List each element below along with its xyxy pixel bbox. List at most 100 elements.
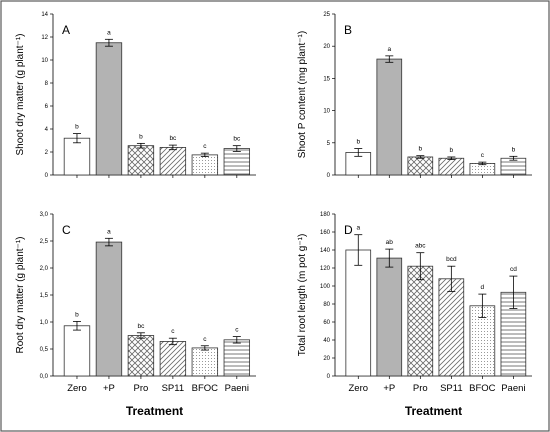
significance-letter: c (481, 152, 485, 159)
significance-letter: a (107, 29, 111, 36)
x-axis-label: Treatment (126, 404, 183, 418)
bar (407, 156, 434, 176)
bar (438, 157, 465, 176)
y-tick-label: 2,0 (40, 266, 49, 272)
x-tick-label: Pro (413, 383, 428, 394)
significance-letter: a (107, 228, 111, 235)
y-tick-label: 25 (323, 12, 330, 18)
x-tick-label: Pro (134, 383, 149, 394)
bar (127, 145, 155, 176)
y-tick-label: 15 (323, 76, 330, 82)
x-axis-label: Treatment (405, 404, 462, 418)
y-tick-label: 2,5 (40, 239, 49, 245)
y-tick-label: 1,0 (40, 320, 49, 326)
significance-letter: d (481, 284, 485, 291)
y-axis-label: Shoot dry matter (g plant⁻¹) (15, 34, 26, 156)
bar (376, 58, 403, 176)
y-tick-label: 20 (323, 356, 330, 362)
bar (159, 146, 187, 176)
y-tick-label: 0,0 (40, 374, 49, 380)
x-tick-label: BFOC (469, 383, 496, 394)
bar (63, 325, 91, 377)
significance-letter: b (419, 146, 423, 153)
significance-letter: abc (415, 243, 426, 250)
y-tick-label: 80 (323, 302, 330, 308)
significance-letter: bc (169, 135, 177, 142)
y-tick-label: 6 (45, 104, 49, 110)
bar (223, 339, 251, 377)
significance-letter: a (387, 46, 391, 53)
panel-letter: B (344, 23, 352, 37)
y-axis-label: Total root length (m pot g⁻¹) (297, 234, 308, 357)
y-tick-label: 60 (323, 320, 330, 326)
significance-letter: b (75, 311, 79, 318)
y-tick-label: 10 (323, 109, 330, 115)
x-tick-label: Paeni (501, 383, 525, 394)
bar (127, 335, 155, 377)
significance-letter: ab (386, 239, 394, 246)
y-tick-label: 0 (327, 374, 331, 380)
bar (63, 137, 91, 176)
bar (223, 148, 251, 176)
significance-letter: b (356, 139, 360, 146)
bar (438, 278, 465, 377)
y-tick-label: 8 (45, 81, 49, 87)
x-tick-label: Zero (348, 383, 368, 394)
y-tick-label: 5 (327, 141, 331, 147)
x-tick-label: +P (383, 383, 395, 394)
significance-letter: c (203, 336, 207, 343)
significance-letter: bc (137, 323, 145, 330)
x-tick-label: +P (103, 383, 115, 394)
x-tick-label: SP11 (440, 383, 463, 394)
x-tick-label: BFOC (192, 383, 219, 394)
significance-letter: a (356, 225, 360, 232)
y-tick-label: 4 (45, 127, 49, 133)
significance-letter: bcd (446, 256, 457, 263)
panel-letter: C (62, 223, 71, 237)
y-tick-label: 0 (45, 173, 49, 179)
y-tick-label: 3,0 (40, 212, 49, 218)
significance-letter: b (139, 133, 143, 140)
bar (95, 42, 123, 176)
significance-letter: b (75, 124, 79, 131)
x-tick-label: SP11 (162, 383, 185, 394)
bar (191, 154, 219, 176)
panel-letter: D (344, 223, 353, 237)
y-tick-label: 140 (320, 248, 331, 254)
y-axis-label: Shoot P content (mg plant⁻¹) (297, 31, 308, 158)
panel-letter: A (62, 23, 70, 37)
bar (376, 257, 403, 377)
significance-letter: c (203, 143, 207, 150)
significance-letter: bc (233, 136, 241, 143)
significance-letter: c (235, 327, 239, 334)
y-tick-label: 2 (45, 150, 49, 156)
bar (95, 241, 123, 377)
y-tick-label: 120 (320, 266, 331, 272)
y-tick-label: 0 (327, 173, 331, 179)
y-tick-label: 20 (323, 44, 330, 50)
bar (191, 347, 219, 377)
bar (345, 249, 372, 377)
y-tick-label: 12 (41, 35, 48, 41)
x-tick-label: Paeni (225, 383, 249, 394)
bar (469, 163, 496, 176)
bar (159, 341, 187, 377)
significance-letter: c (171, 328, 175, 335)
y-tick-label: 100 (320, 284, 331, 290)
panel-a: 0 2 4 6 8 10 12 14 Shoot dry matter (g plant⁻¹) A… (15, 12, 256, 179)
panel-c: 0,0 0,5 1,0 1,5 2,0 2,5 3,0 Root dry matter (g … (15, 212, 256, 418)
bar (500, 157, 527, 176)
y-tick-label: 160 (320, 230, 331, 236)
significance-letter: b (450, 147, 454, 154)
y-tick-label: 14 (41, 12, 48, 18)
y-tick-label: 180 (320, 212, 331, 218)
y-tick-label: 0,5 (40, 347, 49, 353)
panel-b: 0 5 10 15 20 25 Shoot P content (mg plant⁻¹) Bb… (297, 12, 532, 179)
significance-letter: b (512, 146, 516, 153)
y-axis-label: Root dry matter (g plant⁻¹) (15, 237, 26, 354)
y-tick-label: 10 (41, 58, 48, 64)
panel-d: 0 20 40 60 80 100 120 140 160 180 Total root lengt… (297, 212, 532, 418)
significance-letter: cd (510, 266, 517, 273)
bar (407, 265, 434, 377)
